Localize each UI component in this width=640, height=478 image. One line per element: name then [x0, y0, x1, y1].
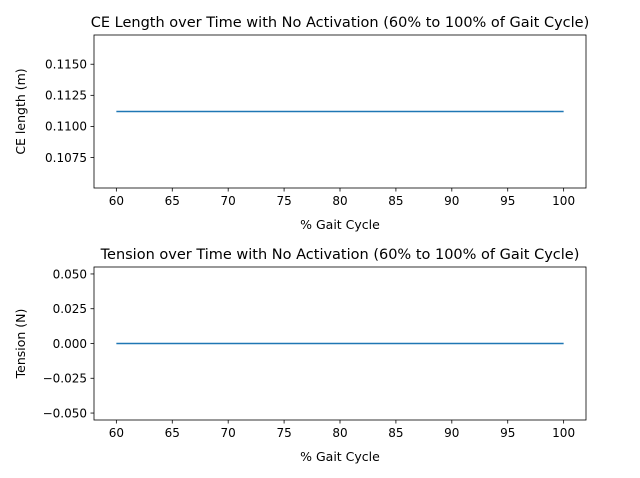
chart-panel-2: Tension over Time with No Activation (60…: [13, 247, 587, 464]
x-tick-label: 95: [500, 194, 515, 208]
x-tick-label: 60: [109, 194, 124, 208]
x-tick-label: 60: [109, 426, 124, 440]
x-tick-label: 95: [500, 426, 515, 440]
chart-title: CE Length over Time with No Activation (…: [91, 15, 590, 31]
y-axis-label: Tension (N): [13, 309, 28, 380]
x-tick-label: 65: [165, 194, 180, 208]
y-tick-label: −0.050: [43, 406, 87, 420]
y-tick-label: 0.1075: [45, 151, 87, 165]
x-tick-label: 100: [552, 426, 575, 440]
y-tick-label: 0.025: [53, 302, 87, 316]
x-axis-label: % Gait Cycle: [300, 449, 380, 464]
x-tick-label: 90: [444, 426, 459, 440]
x-tick-label: 85: [388, 194, 403, 208]
x-axis-label: % Gait Cycle: [300, 217, 380, 232]
x-tick-label: 70: [221, 194, 236, 208]
x-tick-label: 90: [444, 194, 459, 208]
x-tick-label: 80: [332, 194, 347, 208]
x-tick-label: 75: [276, 426, 291, 440]
x-tick-label: 80: [332, 426, 347, 440]
y-tick-label: 0.000: [53, 337, 87, 351]
chart-title: Tension over Time with No Activation (60…: [100, 247, 580, 263]
x-tick-label: 65: [165, 426, 180, 440]
y-tick-label: 0.1100: [45, 120, 87, 134]
y-tick-label: 0.1150: [45, 58, 87, 72]
x-tick-label: 85: [388, 426, 403, 440]
chart-panel-1: CE Length over Time with No Activation (…: [13, 15, 589, 232]
y-tick-label: −0.025: [43, 372, 87, 386]
y-tick-label: 0.1125: [45, 89, 87, 103]
x-tick-label: 100: [552, 194, 575, 208]
x-tick-label: 75: [276, 194, 291, 208]
y-axis-label: CE length (m): [13, 68, 28, 154]
x-tick-label: 70: [221, 426, 236, 440]
y-tick-label: 0.050: [53, 267, 87, 281]
